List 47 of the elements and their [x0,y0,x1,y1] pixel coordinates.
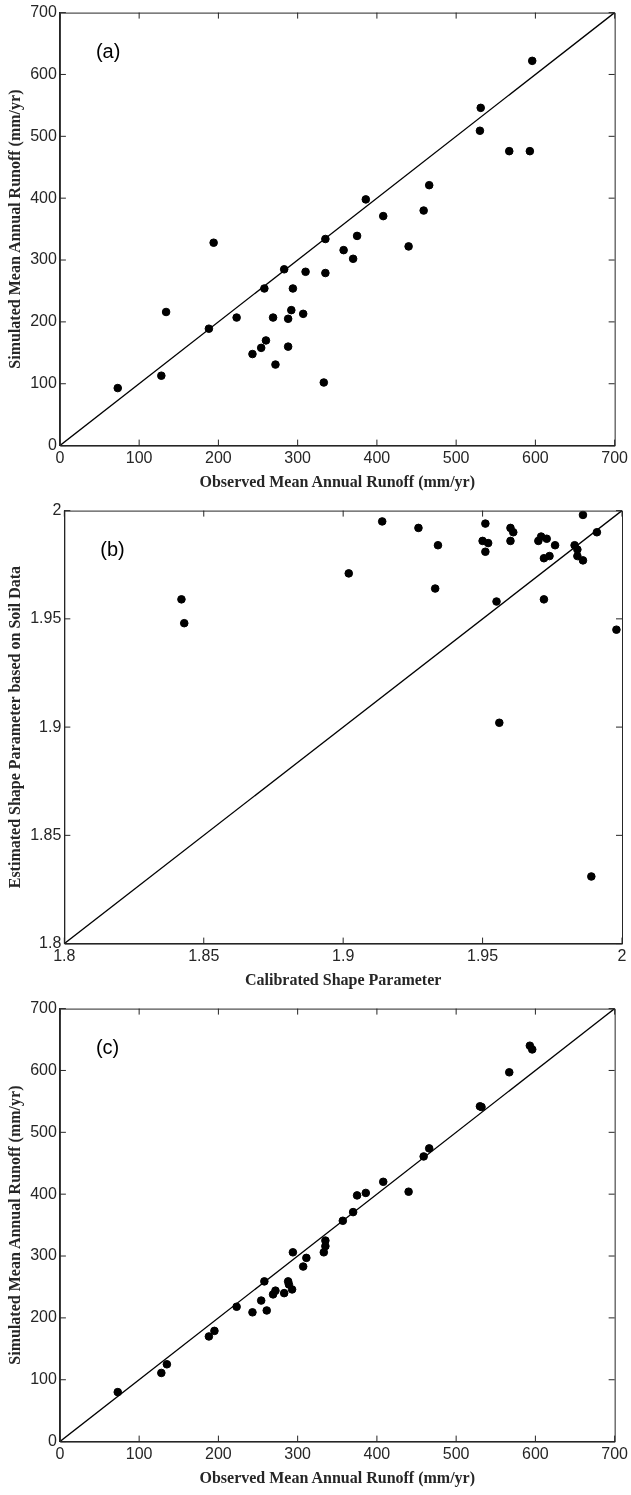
y-tick-label: 2 [52,501,62,519]
x-tick-label: 500 [442,1444,470,1462]
y-tick-label: 400 [30,188,57,206]
x-tick-label: 300 [284,1444,312,1462]
y-tick-label: 300 [30,1246,57,1264]
y-tick-label: 700 [30,999,57,1017]
x-tick-label: 700 [601,1444,629,1462]
x-axis-title: Calibrated Shape Parameter [244,970,442,989]
x-tick-label: 300 [284,448,312,466]
y-tick-label: 0 [47,436,57,454]
x-axis-title: Observed Mean Annual Runoff (mm/yr) [199,1468,476,1487]
x-tick-label: 100 [125,448,153,466]
y-tick-label: 1.95 [30,609,62,627]
y-tick-label: 600 [30,64,57,82]
x-axis-title: Observed Mean Annual Runoff (mm/yr) [199,472,476,491]
x-tick-label: 200 [205,448,232,466]
x-tick-label: 700 [601,448,629,466]
annotation: (b) [100,538,125,561]
y-tick-label: 100 [30,1370,57,1388]
x-tick-label: 200 [205,1444,232,1462]
x-tick-label: 600 [522,1444,549,1462]
y-tick-label: 0 [47,1432,57,1450]
annotation: (c) [95,1036,120,1059]
y-tick-label: 100 [30,374,57,392]
y-tick-label: 200 [30,1308,57,1326]
x-tick-label: 100 [125,1444,153,1462]
x-tick-label: 400 [363,1444,391,1462]
y-tick-label: 200 [30,312,57,330]
y-axis-title: Estimated Shape Parameter based on Soil Data [5,565,24,889]
x-tick-label: 1.9 [332,946,355,964]
y-tick-label: 1.85 [30,825,62,843]
x-tick-label: 2 [617,946,627,964]
y-tick-label: 300 [30,250,57,268]
x-tick-label: 600 [522,448,549,466]
y-tick-label: 1.9 [39,717,62,735]
x-tick-label: 1.85 [188,946,220,964]
y-tick-label: 400 [30,1184,57,1202]
y-tick-label: 500 [30,1122,57,1140]
y-tick-label: 700 [30,3,57,21]
y-tick-label: 600 [30,1060,57,1078]
y-axis-title: Simulated Mean Annual Runoff (mm/yr) [5,89,24,369]
x-tick-label: 1.95 [467,946,499,964]
y-tick-label: 500 [30,126,57,144]
y-axis-title: Simulated Mean Annual Runoff (mm/yr) [5,1085,24,1365]
x-tick-label: 500 [442,448,470,466]
x-tick-label: 400 [363,448,391,466]
annotation: (a) [95,40,121,63]
